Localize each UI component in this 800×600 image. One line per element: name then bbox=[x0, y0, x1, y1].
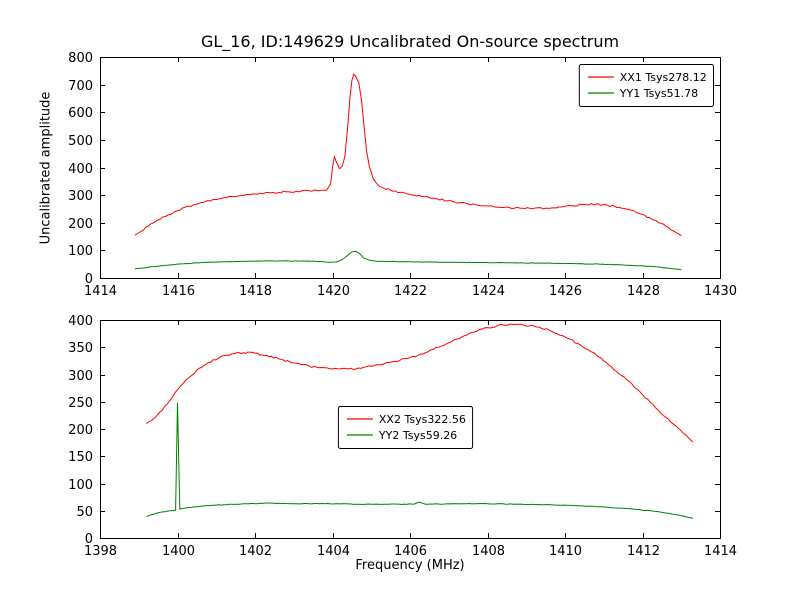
x-tick-label: 1408 bbox=[472, 544, 505, 559]
series-XX1 bbox=[134, 73, 682, 237]
y-tick-label: 150 bbox=[68, 450, 93, 465]
y-tick-label: 400 bbox=[68, 162, 93, 177]
x-tick-label: 1428 bbox=[627, 284, 660, 299]
x-tick-label: 1412 bbox=[627, 544, 660, 559]
x-axis-label: Frequency (MHz) bbox=[355, 558, 465, 573]
x-tick-label: 1404 bbox=[317, 544, 350, 559]
y-tick-label: 0 bbox=[85, 532, 93, 547]
x-tick-label: 1416 bbox=[162, 284, 195, 299]
x-tick-label: 1418 bbox=[239, 284, 272, 299]
legend: XX1 Tsys278.12 YY1 Tsys51.78 bbox=[578, 64, 714, 107]
y-tick-label: 300 bbox=[68, 369, 93, 384]
y-tick-label: 250 bbox=[68, 396, 93, 411]
y-tick-label: 800 bbox=[68, 51, 93, 66]
ticks bbox=[100, 57, 721, 279]
x-tick-label: 1402 bbox=[239, 544, 272, 559]
y-tick-label: 200 bbox=[68, 423, 93, 438]
x-tick-label: 1410 bbox=[549, 544, 582, 559]
y-tick-label: 400 bbox=[68, 314, 93, 329]
plot-bottom: 1398 1400 1402 1404 1406 1408 1410 1412 1414 0 50 1… bbox=[68, 314, 737, 559]
x-tick-label: 1414 bbox=[84, 284, 117, 299]
x-tick-label: 1426 bbox=[549, 284, 582, 299]
figure-title: GL_16, ID:149629 Uncalibrated On-source … bbox=[200, 32, 620, 51]
y-tick-label: 350 bbox=[68, 341, 93, 356]
legend-box bbox=[578, 64, 714, 107]
y-tick-label: 600 bbox=[68, 106, 93, 121]
x-tick-label: 1398 bbox=[84, 544, 117, 559]
legend-label: YY2 Tsys59.26 bbox=[378, 429, 457, 442]
x-tick-label: 1400 bbox=[162, 544, 195, 559]
ticks bbox=[100, 320, 721, 539]
y-tick-label: 100 bbox=[68, 478, 93, 493]
y-tick-label: 700 bbox=[68, 79, 93, 94]
x-tick-label: 1424 bbox=[472, 284, 505, 299]
x-tick-label: 1414 bbox=[704, 544, 737, 559]
legend-label: XX2 Tsys322.56 bbox=[379, 413, 466, 426]
y-tick-label: 0 bbox=[85, 272, 93, 287]
x-tick-label: 1420 bbox=[317, 284, 350, 299]
tick-labels: 1398 1400 1402 1404 1406 1408 1410 1412 1414 0 50 1… bbox=[68, 314, 737, 559]
x-tick-label: 1422 bbox=[394, 284, 427, 299]
y-tick-label: 500 bbox=[68, 134, 93, 149]
y-axis-label: Uncalibrated amplitude bbox=[38, 91, 54, 245]
series-XX2 bbox=[146, 323, 694, 443]
legend-label: XX1 Tsys278.12 bbox=[620, 71, 707, 84]
series-YY2 bbox=[146, 402, 694, 519]
x-tick-label: 1430 bbox=[704, 284, 737, 299]
legend: XX2 Tsys322.56 YY2 Tsys59.26 bbox=[337, 406, 474, 449]
y-tick-label: 200 bbox=[68, 217, 93, 232]
y-tick-label: 300 bbox=[68, 189, 93, 204]
series-YY1 bbox=[134, 250, 682, 271]
y-tick-label: 50 bbox=[76, 505, 93, 520]
y-tick-label: 100 bbox=[68, 244, 93, 259]
x-tick-label: 1406 bbox=[394, 544, 427, 559]
tick-labels: 1414 1416 1418 1420 1422 1424 1426 1428 1430 0 100… bbox=[68, 51, 737, 299]
plot-top: 1414 1416 1418 1420 1422 1424 1426 1428 1430 0 100… bbox=[68, 51, 737, 299]
legend-box bbox=[337, 406, 474, 449]
legend-label: YY1 Tsys51.78 bbox=[619, 87, 698, 100]
